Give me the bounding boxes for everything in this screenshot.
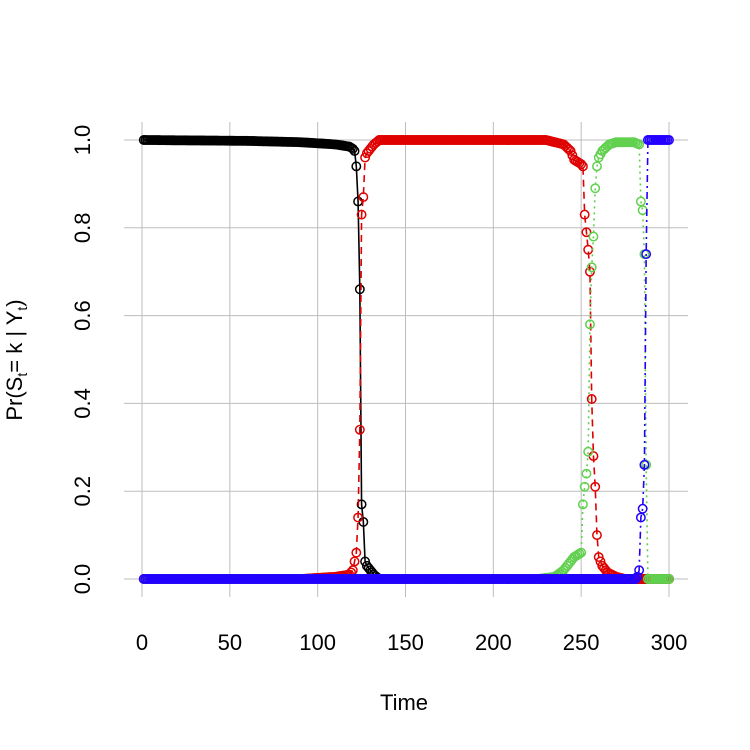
series-4-point <box>632 571 643 582</box>
x-tick-label: 150 <box>387 630 424 655</box>
series-3-point <box>583 446 594 457</box>
grid-lines <box>124 122 688 597</box>
y-axis: 0.0 0.2 0.4 0.6 0.8 1.0 <box>70 125 95 595</box>
series-2-point <box>354 424 365 435</box>
series-3-point <box>664 574 674 584</box>
series-3-point <box>585 319 595 330</box>
x-axis-title: Time <box>380 690 428 715</box>
x-tick-label: 250 <box>563 630 600 655</box>
series-4-point <box>630 574 641 584</box>
x-tick-label: 0 <box>136 630 148 655</box>
series-3-point <box>590 183 601 194</box>
series-2-point <box>592 530 602 541</box>
series-1-point <box>349 146 360 156</box>
series-4-point <box>664 135 674 145</box>
series-2-point <box>353 512 364 523</box>
series-4-point <box>641 249 652 260</box>
series-2-line <box>143 139 669 580</box>
x-tick-label: 50 <box>218 630 242 655</box>
x-axis: 0 50 100 150 200 250 300 <box>136 630 687 655</box>
series-3-point <box>635 196 646 207</box>
series-2-point <box>356 209 367 220</box>
series-2-point <box>581 227 592 238</box>
series-3-point <box>634 139 645 150</box>
series-3 <box>138 137 674 584</box>
series-2-point <box>565 146 576 156</box>
y-tick-label: 0.0 <box>70 564 95 595</box>
series-3-point <box>574 548 585 559</box>
series-2-point <box>590 481 601 492</box>
series-1-point <box>347 143 358 154</box>
y-tick-label: 0.8 <box>70 213 95 244</box>
series-4-point <box>639 459 650 470</box>
series-3-point <box>588 231 599 242</box>
series-3-line <box>143 141 669 580</box>
y-tick-label: 0.6 <box>70 300 95 331</box>
series-2 <box>138 135 674 584</box>
y-tick-label: 1.0 <box>70 125 95 156</box>
series-4 <box>138 135 674 584</box>
series-3-point <box>577 499 588 510</box>
series-2-point <box>577 161 588 172</box>
series-1-point <box>354 284 365 295</box>
series-4-point <box>637 503 648 514</box>
series-1-point <box>351 161 362 172</box>
series-1 <box>138 135 674 584</box>
series-3-point <box>581 468 592 479</box>
series-2-point <box>576 159 587 170</box>
x-tick-label: 300 <box>651 630 688 655</box>
series-2-point <box>593 552 604 562</box>
series-3-point <box>579 481 590 492</box>
series-4-line <box>143 139 669 580</box>
series-1-line <box>143 139 669 580</box>
series-2-point <box>579 209 590 220</box>
x-tick-label: 100 <box>299 630 336 655</box>
series-1-point <box>356 499 367 510</box>
series-2-point <box>358 192 369 203</box>
series-2-point <box>351 547 362 558</box>
series-3-point <box>576 547 587 558</box>
series-3-point <box>586 262 597 273</box>
series-2-point <box>585 266 595 277</box>
series-layer <box>138 135 674 584</box>
y-tick-label: 0.2 <box>70 476 95 507</box>
series-2-point <box>586 394 597 404</box>
x-tick-label: 200 <box>475 630 512 655</box>
y-tick-label: 0.4 <box>70 388 95 419</box>
series-4-point <box>634 565 645 576</box>
y-axis-title: Pr(St= k | Yt) <box>2 299 30 420</box>
